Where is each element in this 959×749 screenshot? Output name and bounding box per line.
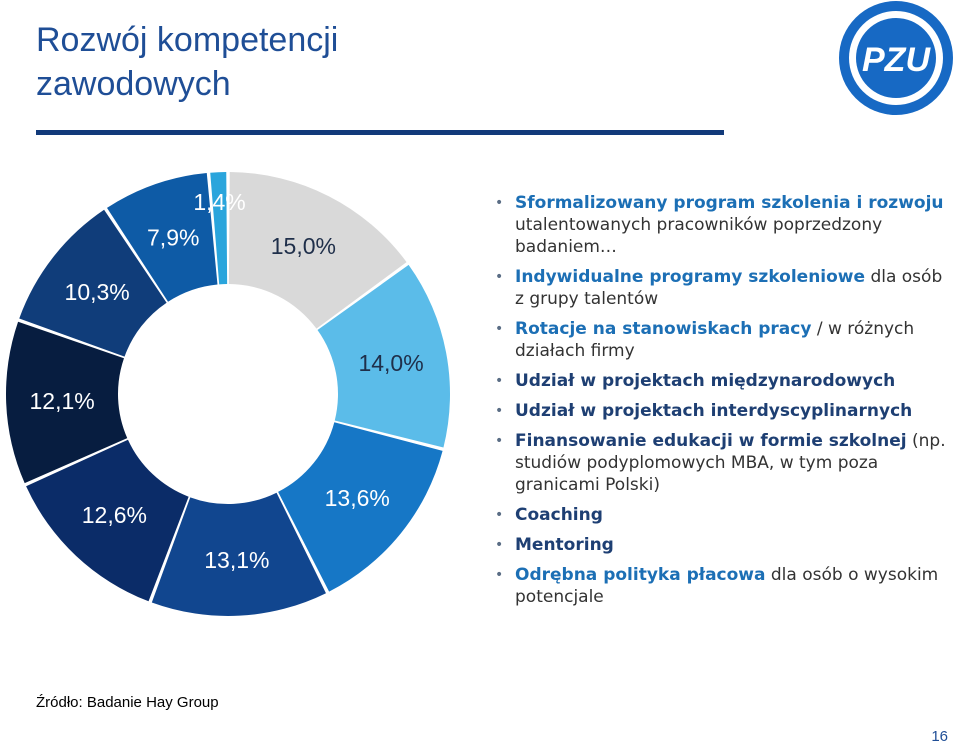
legend-item-text: / w różnych działach firmy xyxy=(515,319,915,361)
legend-item-bold: Coaching xyxy=(515,505,603,525)
legend-item-highlight: Rotacje na stanowiskach pracy xyxy=(515,319,812,339)
legend-item: Sformalizowany program szkolenia i rozwo… xyxy=(492,192,952,258)
source-note: Źródło: Badanie Hay Group xyxy=(36,694,219,711)
slice-label: 15,0% xyxy=(271,233,336,259)
legend-item: Udział w projektach interdyscyplinarnych xyxy=(492,400,952,422)
slice-label: 12,6% xyxy=(82,502,147,528)
donut-slice xyxy=(106,173,218,302)
legend-item-bold: Udział w projektach interdyscyplinarnych xyxy=(515,401,913,421)
legend-item: Mentoring xyxy=(492,534,952,556)
legend-item-bold: Mentoring xyxy=(515,535,614,555)
legend-item: Coaching xyxy=(492,504,952,526)
slice-label: 12,1% xyxy=(30,388,95,414)
legend-item: Indywidualne programy szkoleniowe dla os… xyxy=(492,266,952,310)
slice-label: 14,0% xyxy=(358,350,423,376)
legend-item-bold: Udział w projektach międzynarodowych xyxy=(515,371,896,391)
slide-title: Rozwój kompetencji zawodowych xyxy=(36,18,338,106)
slice-label: 7,9% xyxy=(147,224,199,250)
slide-title-line1: Rozwój kompetencji xyxy=(36,21,339,59)
donut-slice xyxy=(26,439,189,602)
slice-label: 13,6% xyxy=(325,485,390,511)
donut-slice xyxy=(151,492,326,616)
legend-item-highlight: Sformalizowany program szkolenia i rozwo… xyxy=(515,193,944,213)
legend-item: Udział w projektach międzynarodowych xyxy=(492,370,952,392)
slice-label: 1,4% xyxy=(193,189,245,215)
donut-slice xyxy=(278,422,443,592)
slice-label: 10,3% xyxy=(65,279,130,305)
legend-item-bold: Finansowanie edukacji w formie szkolnej xyxy=(515,431,907,451)
page-number: 16 xyxy=(931,728,948,745)
slice-label: 13,1% xyxy=(204,547,269,573)
legend-item: Odrębna polityka płacowa dla osób o wyso… xyxy=(492,564,952,608)
legend-item-text: dla osób o wysokim potencjale xyxy=(515,565,939,607)
legend-item-text: utalentowanych pracowników poprzedzony b… xyxy=(515,215,883,257)
legend-item-highlight: Indywidualne programy szkoleniowe xyxy=(515,267,866,287)
donut-slice xyxy=(6,321,128,484)
legend-item: Finansowanie edukacji w formie szkolnej … xyxy=(492,430,952,496)
donut-slice xyxy=(228,172,407,329)
pzu-logo: PZU xyxy=(839,1,953,115)
legend-item: Rotacje na stanowiskach pracy / w różnyc… xyxy=(492,318,952,362)
donut-slice xyxy=(19,209,167,357)
donut-slice xyxy=(317,264,450,448)
donut-chart: 15,0% 14,0% 13,6% 13,1% 12,6% 12,1% 10,3% 7,9% 1… xyxy=(6,172,450,616)
svg-text:PZU: PZU xyxy=(862,41,931,79)
donut-slice xyxy=(210,172,228,285)
title-underline xyxy=(36,130,724,135)
legend-item-highlight: Odrębna polityka płacowa xyxy=(515,565,766,585)
legend-item-text: (np. studiów podyplomowych MBA, w tym po… xyxy=(515,431,946,495)
legend-item-text: dla osób z grupy talentów xyxy=(515,267,943,309)
slide-title-line2: zawodowych xyxy=(36,65,231,103)
legend-list: Sformalizowany program szkolenia i rozwo… xyxy=(492,192,952,616)
